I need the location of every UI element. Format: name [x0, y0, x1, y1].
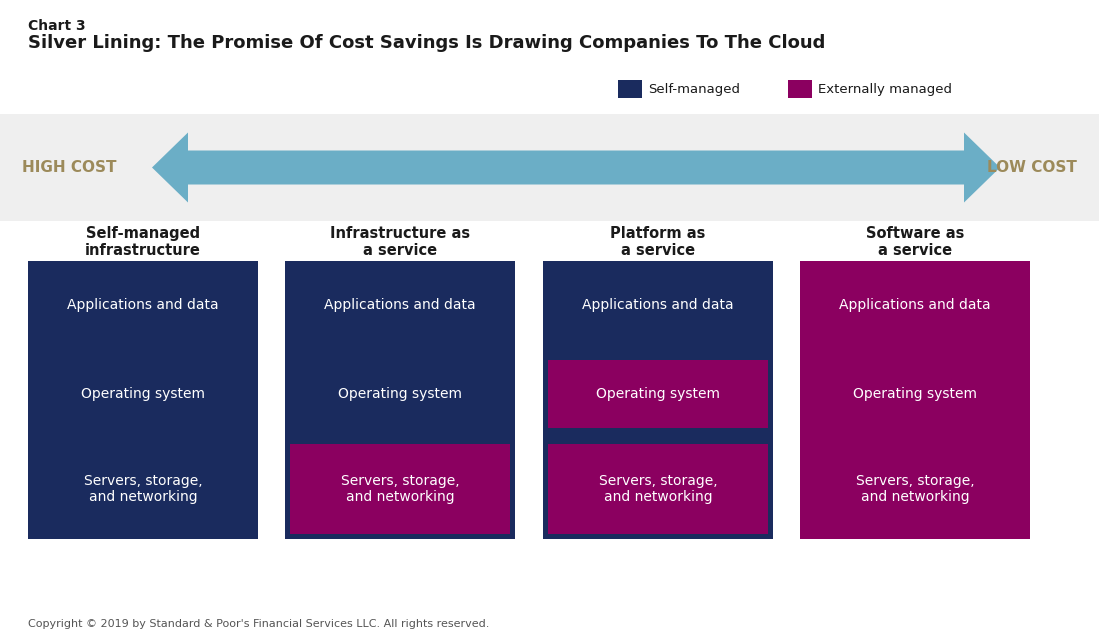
Polygon shape — [152, 133, 1000, 203]
FancyBboxPatch shape — [290, 444, 510, 534]
FancyBboxPatch shape — [285, 261, 515, 539]
Text: HIGH COST: HIGH COST — [22, 160, 116, 175]
Text: Self-managed: Self-managed — [648, 83, 740, 96]
Text: Servers, storage,
and networking: Servers, storage, and networking — [84, 474, 202, 504]
Text: Operating system: Operating system — [596, 387, 720, 401]
Text: LOW COST: LOW COST — [987, 160, 1077, 175]
Text: Servers, storage,
and networking: Servers, storage, and networking — [856, 474, 975, 504]
Text: Servers, storage,
and networking: Servers, storage, and networking — [341, 474, 459, 504]
FancyBboxPatch shape — [0, 114, 1099, 221]
FancyBboxPatch shape — [33, 444, 253, 534]
Text: Copyright © 2019 by Standard & Poor's Financial Services LLC. All rights reserve: Copyright © 2019 by Standard & Poor's Fi… — [27, 619, 489, 629]
Text: Externally managed: Externally managed — [818, 83, 952, 96]
FancyBboxPatch shape — [543, 261, 773, 539]
Text: Chart 3: Chart 3 — [27, 19, 86, 33]
Text: Applications and data: Applications and data — [67, 298, 219, 312]
FancyBboxPatch shape — [804, 444, 1025, 534]
FancyBboxPatch shape — [548, 360, 768, 428]
Text: Applications and data: Applications and data — [582, 298, 734, 312]
FancyBboxPatch shape — [618, 80, 642, 98]
FancyBboxPatch shape — [788, 80, 812, 98]
Text: Operating system: Operating system — [81, 387, 206, 401]
FancyBboxPatch shape — [804, 360, 1025, 428]
Text: Silver Lining: The Promise Of Cost Savings Is Drawing Companies To The Cloud: Silver Lining: The Promise Of Cost Savin… — [27, 34, 825, 52]
Text: Infrastructure as
a service: Infrastructure as a service — [330, 226, 470, 258]
Text: Servers, storage,
and networking: Servers, storage, and networking — [599, 474, 718, 504]
FancyBboxPatch shape — [290, 266, 510, 344]
Text: Platform as
a service: Platform as a service — [610, 226, 706, 258]
Text: Operating system: Operating system — [338, 387, 462, 401]
FancyBboxPatch shape — [804, 266, 1025, 344]
FancyBboxPatch shape — [800, 261, 1030, 539]
Text: Software as
a service: Software as a service — [866, 226, 964, 258]
Text: Operating system: Operating system — [853, 387, 977, 401]
Text: Self-managed
infrastructure: Self-managed infrastructure — [85, 226, 201, 258]
Text: Applications and data: Applications and data — [840, 298, 991, 312]
Text: Applications and data: Applications and data — [324, 298, 476, 312]
FancyBboxPatch shape — [548, 444, 768, 534]
FancyBboxPatch shape — [548, 266, 768, 344]
FancyBboxPatch shape — [27, 261, 258, 539]
FancyBboxPatch shape — [33, 360, 253, 428]
FancyBboxPatch shape — [33, 266, 253, 344]
FancyBboxPatch shape — [290, 360, 510, 428]
